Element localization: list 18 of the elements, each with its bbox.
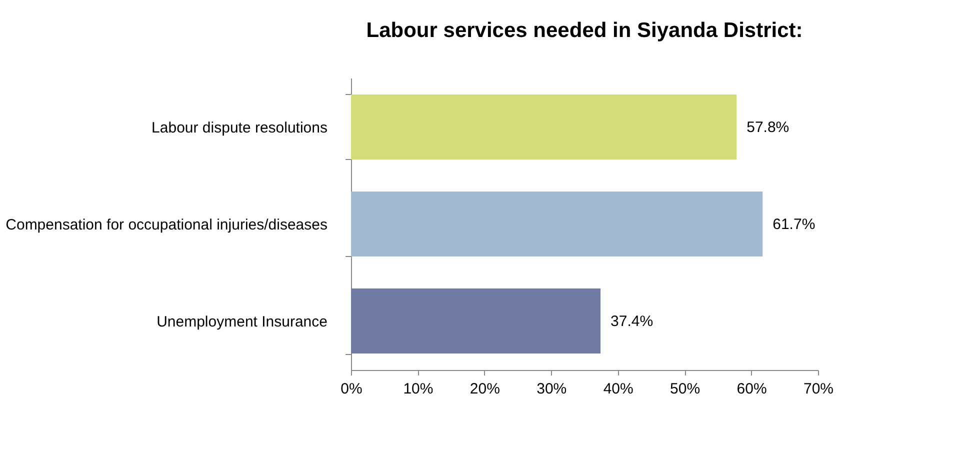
x-tick-label: 50% — [670, 380, 700, 398]
y-tick-label: Unemployment Insurance — [156, 314, 328, 331]
x-tick-label: 40% — [603, 380, 634, 398]
bar — [351, 94, 737, 160]
y-tick-label: Compensation for occupational injuries/diseases — [6, 216, 328, 234]
x-tick-label: 0% — [340, 380, 362, 398]
x-tick-label: 10% — [403, 380, 434, 398]
x-tick-label: 70% — [803, 380, 834, 398]
data-label: 57.8% — [746, 118, 790, 136]
x-tick-label: 30% — [536, 380, 567, 398]
data-label: 61.7% — [772, 216, 816, 233]
x-tick-label: 20% — [470, 380, 500, 398]
x-tick-label: 60% — [736, 380, 767, 398]
chart-title: Labour services needed in Siyanda District: — [366, 19, 803, 42]
bar — [351, 288, 601, 354]
data-label: 37.4% — [610, 313, 654, 330]
bar — [351, 192, 763, 256]
y-tick-label: Labour dispute resolutions — [152, 119, 328, 136]
